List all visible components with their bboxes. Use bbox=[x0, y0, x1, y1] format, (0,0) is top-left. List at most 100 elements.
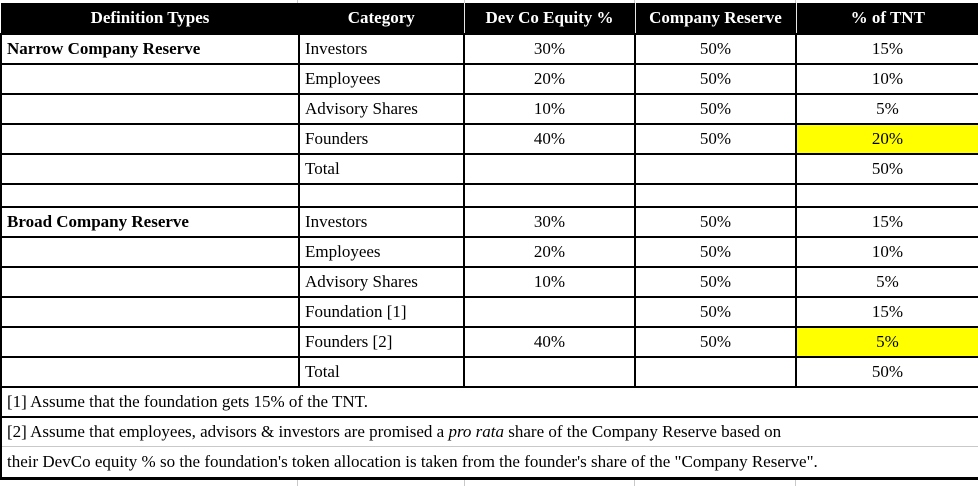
definition-cell bbox=[0, 153, 300, 185]
reserve-cell: 50% bbox=[634, 236, 797, 268]
top-gridline-strip bbox=[0, 0, 978, 3]
table-row: Advisory Shares 10% 50% 5% bbox=[0, 93, 978, 125]
tnt-cell: 15% bbox=[795, 296, 978, 328]
category-cell: Investors bbox=[298, 33, 465, 65]
gridline bbox=[795, 0, 796, 3]
category-cell: Founders bbox=[298, 123, 465, 155]
tnt-cell: 5% bbox=[795, 326, 978, 358]
footnote-2-line-1-row: [2] Assume that employees, advisors & in… bbox=[0, 417, 978, 447]
equity-cell: 40% bbox=[463, 326, 636, 358]
category-cell: Advisory Shares bbox=[298, 266, 465, 298]
equity-cell: 20% bbox=[463, 236, 636, 268]
definition-cell bbox=[0, 183, 300, 208]
reserve-cell bbox=[634, 356, 797, 388]
reserve-cell: 50% bbox=[634, 266, 797, 298]
equity-cell: 30% bbox=[463, 33, 636, 65]
equity-cell bbox=[463, 153, 636, 185]
tnt-cell: 5% bbox=[795, 93, 978, 125]
tnt-cell: 10% bbox=[795, 63, 978, 95]
definition-cell: Broad Company Reserve bbox=[0, 206, 300, 238]
tnt-cell: 15% bbox=[795, 206, 978, 238]
definition-cell bbox=[0, 356, 300, 388]
definition-cell bbox=[0, 326, 300, 358]
equity-allocation-table: Definition Types Category Dev Co Equity … bbox=[0, 3, 978, 480]
category-cell: Foundation [1] bbox=[298, 296, 465, 328]
category-cell: Investors bbox=[298, 206, 465, 238]
reserve-cell: 50% bbox=[634, 123, 797, 155]
header-row: Definition Types Category Dev Co Equity … bbox=[1, 3, 978, 34]
gridline bbox=[297, 480, 298, 486]
reserve-cell: 50% bbox=[634, 93, 797, 125]
tnt-cell: 10% bbox=[795, 236, 978, 268]
tnt-cell: 20% bbox=[795, 123, 978, 155]
tnt-cell bbox=[795, 183, 978, 208]
equity-cell: 40% bbox=[463, 123, 636, 155]
equity-cell bbox=[463, 296, 636, 328]
category-cell: Total bbox=[298, 153, 465, 185]
equity-cell: 30% bbox=[463, 206, 636, 238]
category-cell: Founders [2] bbox=[298, 326, 465, 358]
tnt-cell: 50% bbox=[795, 153, 978, 185]
definition-cell bbox=[0, 296, 300, 328]
definition-cell bbox=[0, 63, 300, 95]
table-body: Narrow Company Reserve Investors 30% 50%… bbox=[0, 33, 978, 388]
table-row: Foundation [1] 50% 15% bbox=[0, 296, 978, 328]
definition-cell: Narrow Company Reserve bbox=[0, 33, 300, 65]
table-row: Founders [2] 40% 50% 5% bbox=[0, 326, 978, 358]
tnt-cell: 50% bbox=[795, 356, 978, 388]
tnt-cell: 5% bbox=[795, 266, 978, 298]
footnote-section: [1] Assume that the foundation gets 15% … bbox=[0, 386, 978, 480]
footnote-2-prefix: [2] Assume that employees, advisors & in… bbox=[7, 422, 449, 441]
column-header-company-reserve: Company Reserve bbox=[634, 3, 796, 34]
definition-cell bbox=[0, 123, 300, 155]
bottom-gridline-strip bbox=[0, 480, 978, 486]
equity-cell: 20% bbox=[463, 63, 636, 95]
table-row bbox=[0, 183, 978, 208]
equity-cell: 10% bbox=[463, 266, 636, 298]
category-cell: Employees bbox=[298, 236, 465, 268]
column-header-definition-types: Definition Types bbox=[1, 3, 299, 34]
table-row: Advisory Shares 10% 50% 5% bbox=[0, 266, 978, 298]
column-header-pct-of-tnt: % of TNT bbox=[795, 3, 978, 34]
category-cell: Advisory Shares bbox=[298, 93, 465, 125]
tnt-cell: 15% bbox=[795, 33, 978, 65]
gridline bbox=[634, 0, 635, 3]
gridline bbox=[464, 0, 465, 3]
table-row: Total 50% bbox=[0, 356, 978, 388]
reserve-cell: 50% bbox=[634, 33, 797, 65]
reserve-cell: 50% bbox=[634, 63, 797, 95]
footnote-2-line-2-row: their DevCo equity % so the foundation's… bbox=[0, 446, 978, 480]
table-row: Founders 40% 50% 20% bbox=[0, 123, 978, 155]
table-header: Definition Types Category Dev Co Equity … bbox=[1, 3, 978, 34]
equity-cell bbox=[463, 183, 636, 208]
column-header-dev-co-equity: Dev Co Equity % bbox=[463, 3, 635, 34]
table-row: Narrow Company Reserve Investors 30% 50%… bbox=[0, 33, 978, 65]
reserve-cell bbox=[634, 153, 797, 185]
category-cell bbox=[298, 183, 465, 208]
reserve-cell bbox=[634, 183, 797, 208]
definition-cell bbox=[0, 93, 300, 125]
table-row: Total 50% bbox=[0, 153, 978, 185]
reserve-cell: 50% bbox=[634, 326, 797, 358]
equity-cell: 10% bbox=[463, 93, 636, 125]
footnote-2-line-1: [2] Assume that employees, advisors & in… bbox=[0, 417, 978, 447]
category-cell: Total bbox=[298, 356, 465, 388]
table-row: Broad Company Reserve Investors 30% 50% … bbox=[0, 206, 978, 238]
table-row: Employees 20% 50% 10% bbox=[0, 236, 978, 268]
gridline bbox=[634, 480, 635, 486]
gridline bbox=[297, 0, 298, 3]
footnote-2-italic-pro-rata: pro rata bbox=[448, 422, 505, 441]
table-row: Employees 20% 50% 10% bbox=[0, 63, 978, 95]
reserve-cell: 50% bbox=[634, 296, 797, 328]
footnote-2-suffix: share of the Company Reserve based on bbox=[504, 422, 782, 441]
definition-cell bbox=[0, 266, 300, 298]
equity-cell bbox=[463, 356, 636, 388]
footnote-1-row: [1] Assume that the foundation gets 15% … bbox=[0, 386, 978, 418]
gridline bbox=[795, 480, 796, 486]
category-cell: Employees bbox=[298, 63, 465, 95]
footnote-1-text: [1] Assume that the foundation gets 15% … bbox=[0, 386, 978, 418]
footnote-2-line-2: their DevCo equity % so the foundation's… bbox=[0, 446, 978, 480]
column-header-category: Category bbox=[299, 3, 464, 34]
definition-cell bbox=[0, 236, 300, 268]
gridline bbox=[464, 480, 465, 486]
